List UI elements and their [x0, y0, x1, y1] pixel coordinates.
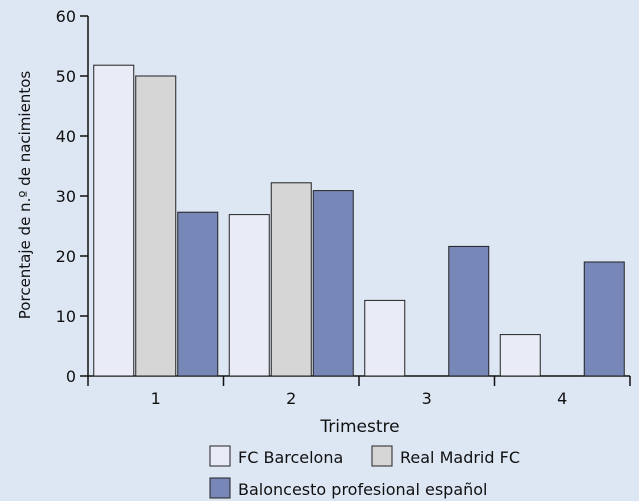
x-tick-label: 1 — [151, 389, 161, 408]
x-axis-label: Trimestre — [319, 417, 399, 437]
x-axis: 1 2 3 4 — [87, 375, 631, 408]
bar — [93, 64, 135, 377]
bar — [583, 261, 625, 377]
y-tick-label: 0 — [66, 367, 76, 386]
bar — [448, 245, 490, 377]
bar — [135, 75, 177, 377]
legend-swatch — [209, 445, 231, 467]
y-tick-label: 40 — [56, 127, 76, 146]
legend-swatch — [371, 445, 393, 467]
y-tick-label: 30 — [56, 187, 76, 206]
x-tick-label: 3 — [422, 389, 432, 408]
legend: FC Barcelona Real Madrid FC Baloncesto pro… — [209, 445, 520, 499]
y-tick-label: 10 — [56, 307, 76, 326]
x-tick-label: 4 — [557, 389, 567, 408]
bars — [93, 64, 625, 377]
bar — [228, 214, 270, 377]
y-tick-label: 50 — [56, 67, 76, 86]
legend-label: Baloncesto profesional español — [238, 480, 488, 499]
legend-swatch — [209, 477, 231, 499]
legend-label: Real Madrid FC — [400, 448, 520, 467]
x-tick-label: 2 — [286, 389, 296, 408]
legend-label: FC Barcelona — [238, 448, 343, 467]
y-tick-label: 60 — [56, 7, 76, 26]
y-axis: 0 10 20 30 40 50 60 — [56, 7, 89, 386]
bar — [177, 211, 219, 377]
y-tick-label: 20 — [56, 247, 76, 266]
bar — [270, 182, 312, 377]
bar — [364, 299, 406, 377]
y-axis-label: Porcentaje de n.º de nacimientos — [16, 71, 34, 320]
bar — [312, 190, 354, 377]
bar — [499, 334, 541, 377]
